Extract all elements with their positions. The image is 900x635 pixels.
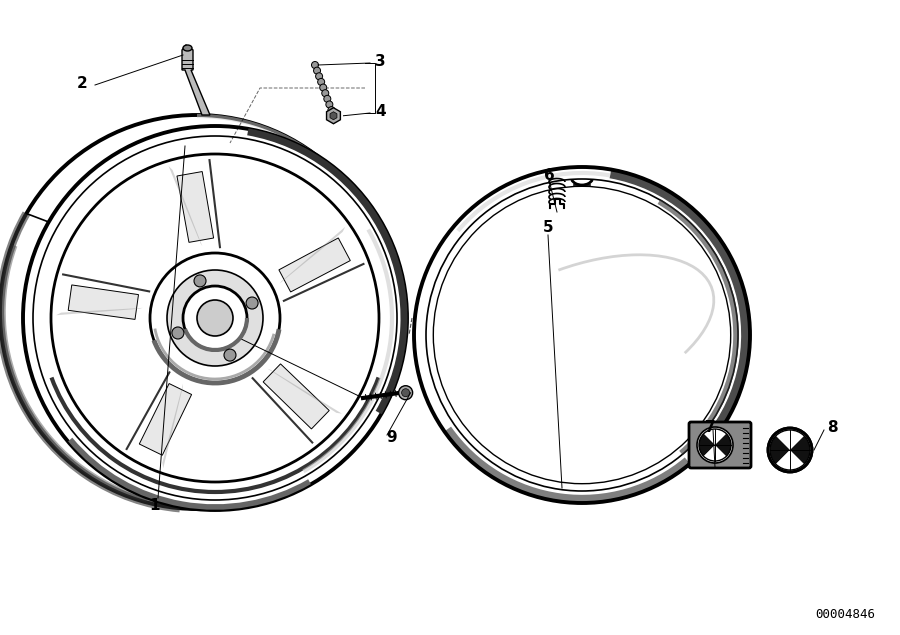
Circle shape xyxy=(311,62,319,69)
Wedge shape xyxy=(790,436,810,464)
Circle shape xyxy=(150,253,280,383)
Wedge shape xyxy=(776,430,804,450)
Text: 00004846: 00004846 xyxy=(815,608,875,622)
Polygon shape xyxy=(140,384,192,455)
Text: 4: 4 xyxy=(375,104,385,119)
Circle shape xyxy=(322,90,328,97)
Wedge shape xyxy=(699,434,715,457)
FancyBboxPatch shape xyxy=(689,422,751,468)
Polygon shape xyxy=(251,352,346,446)
Circle shape xyxy=(318,78,325,86)
Text: 9: 9 xyxy=(387,429,397,444)
Circle shape xyxy=(194,275,206,287)
Ellipse shape xyxy=(183,45,192,51)
Circle shape xyxy=(434,187,730,483)
Wedge shape xyxy=(715,434,731,457)
Circle shape xyxy=(316,73,322,80)
Polygon shape xyxy=(56,308,143,315)
Circle shape xyxy=(414,167,750,503)
Circle shape xyxy=(167,270,263,366)
Circle shape xyxy=(401,389,410,397)
Polygon shape xyxy=(182,45,210,115)
Polygon shape xyxy=(330,112,337,120)
Polygon shape xyxy=(267,369,342,413)
Wedge shape xyxy=(776,450,804,470)
Text: 8: 8 xyxy=(827,420,838,436)
Circle shape xyxy=(697,427,733,463)
Polygon shape xyxy=(279,238,350,292)
Circle shape xyxy=(183,286,247,350)
Circle shape xyxy=(23,126,407,510)
Circle shape xyxy=(224,349,236,361)
Circle shape xyxy=(328,107,335,114)
Text: 5: 5 xyxy=(543,220,553,236)
Circle shape xyxy=(324,95,331,102)
Circle shape xyxy=(246,297,258,309)
Wedge shape xyxy=(770,436,790,464)
Circle shape xyxy=(326,101,333,108)
Polygon shape xyxy=(266,223,367,302)
Wedge shape xyxy=(704,445,726,461)
Polygon shape xyxy=(280,227,346,284)
Polygon shape xyxy=(263,364,329,429)
Circle shape xyxy=(172,327,184,339)
Text: 2: 2 xyxy=(77,76,88,91)
Circle shape xyxy=(51,154,379,482)
Polygon shape xyxy=(162,384,183,469)
Wedge shape xyxy=(704,429,726,445)
Text: 1: 1 xyxy=(149,497,160,512)
Circle shape xyxy=(197,300,233,336)
Circle shape xyxy=(768,428,812,472)
Circle shape xyxy=(320,84,327,91)
Circle shape xyxy=(313,67,320,74)
Polygon shape xyxy=(124,370,201,472)
Polygon shape xyxy=(168,166,202,246)
Polygon shape xyxy=(53,273,152,325)
Text: 6: 6 xyxy=(544,168,554,182)
Text: 3: 3 xyxy=(375,53,385,69)
Polygon shape xyxy=(68,285,139,319)
Text: 7: 7 xyxy=(705,420,716,434)
Polygon shape xyxy=(327,108,340,124)
Polygon shape xyxy=(165,156,220,256)
Polygon shape xyxy=(177,171,213,243)
Circle shape xyxy=(399,385,412,399)
Circle shape xyxy=(0,115,394,509)
